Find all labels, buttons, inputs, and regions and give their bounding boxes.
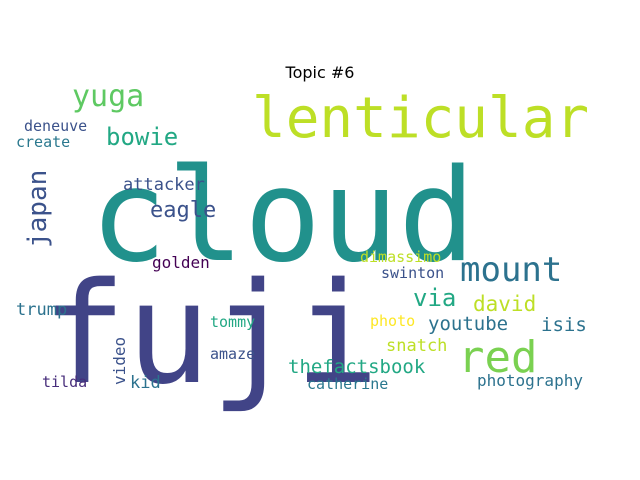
word-eagle: eagle (150, 198, 216, 223)
word-trump: trump (16, 300, 67, 320)
word-youtube: youtube (428, 313, 508, 335)
word-golden: golden (152, 253, 210, 272)
word-lenticular: lenticular (252, 86, 589, 151)
word-swinton: swinton (381, 264, 444, 282)
word-fuji: fuji (42, 253, 379, 416)
word-deneuve: deneuve (24, 117, 87, 135)
word-create: create (16, 133, 70, 151)
word-via: via (413, 284, 456, 312)
word-photography: photography (477, 371, 583, 390)
chart-title: Topic #6 (285, 63, 355, 82)
word-cloud-big: cloud (90, 142, 475, 291)
word-yuga: yuga (72, 79, 144, 114)
word-kid: kid (130, 373, 161, 393)
word-red: red (458, 332, 537, 383)
word-dimassimo: dimassimo (360, 248, 441, 266)
word-attacker: attacker (123, 175, 205, 195)
word-japan: japan (23, 170, 53, 248)
word-tilda: tilda (42, 373, 87, 391)
word-video: video (110, 337, 129, 385)
word-catherine: catherine (307, 375, 388, 393)
word-snatch: snatch (386, 336, 447, 356)
word-david: david (473, 292, 536, 316)
word-isis: isis (541, 314, 587, 336)
word-tommy: tommy (210, 313, 255, 331)
word-bowie: bowie (106, 123, 178, 151)
word-mount: mount (460, 250, 562, 290)
word-amaze: amaze (210, 345, 255, 363)
word-thefactsbook: thefactsbook (288, 356, 426, 378)
word-photo: photo (370, 312, 415, 330)
